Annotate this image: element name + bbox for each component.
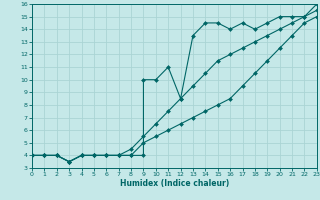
X-axis label: Humidex (Indice chaleur): Humidex (Indice chaleur) — [120, 179, 229, 188]
